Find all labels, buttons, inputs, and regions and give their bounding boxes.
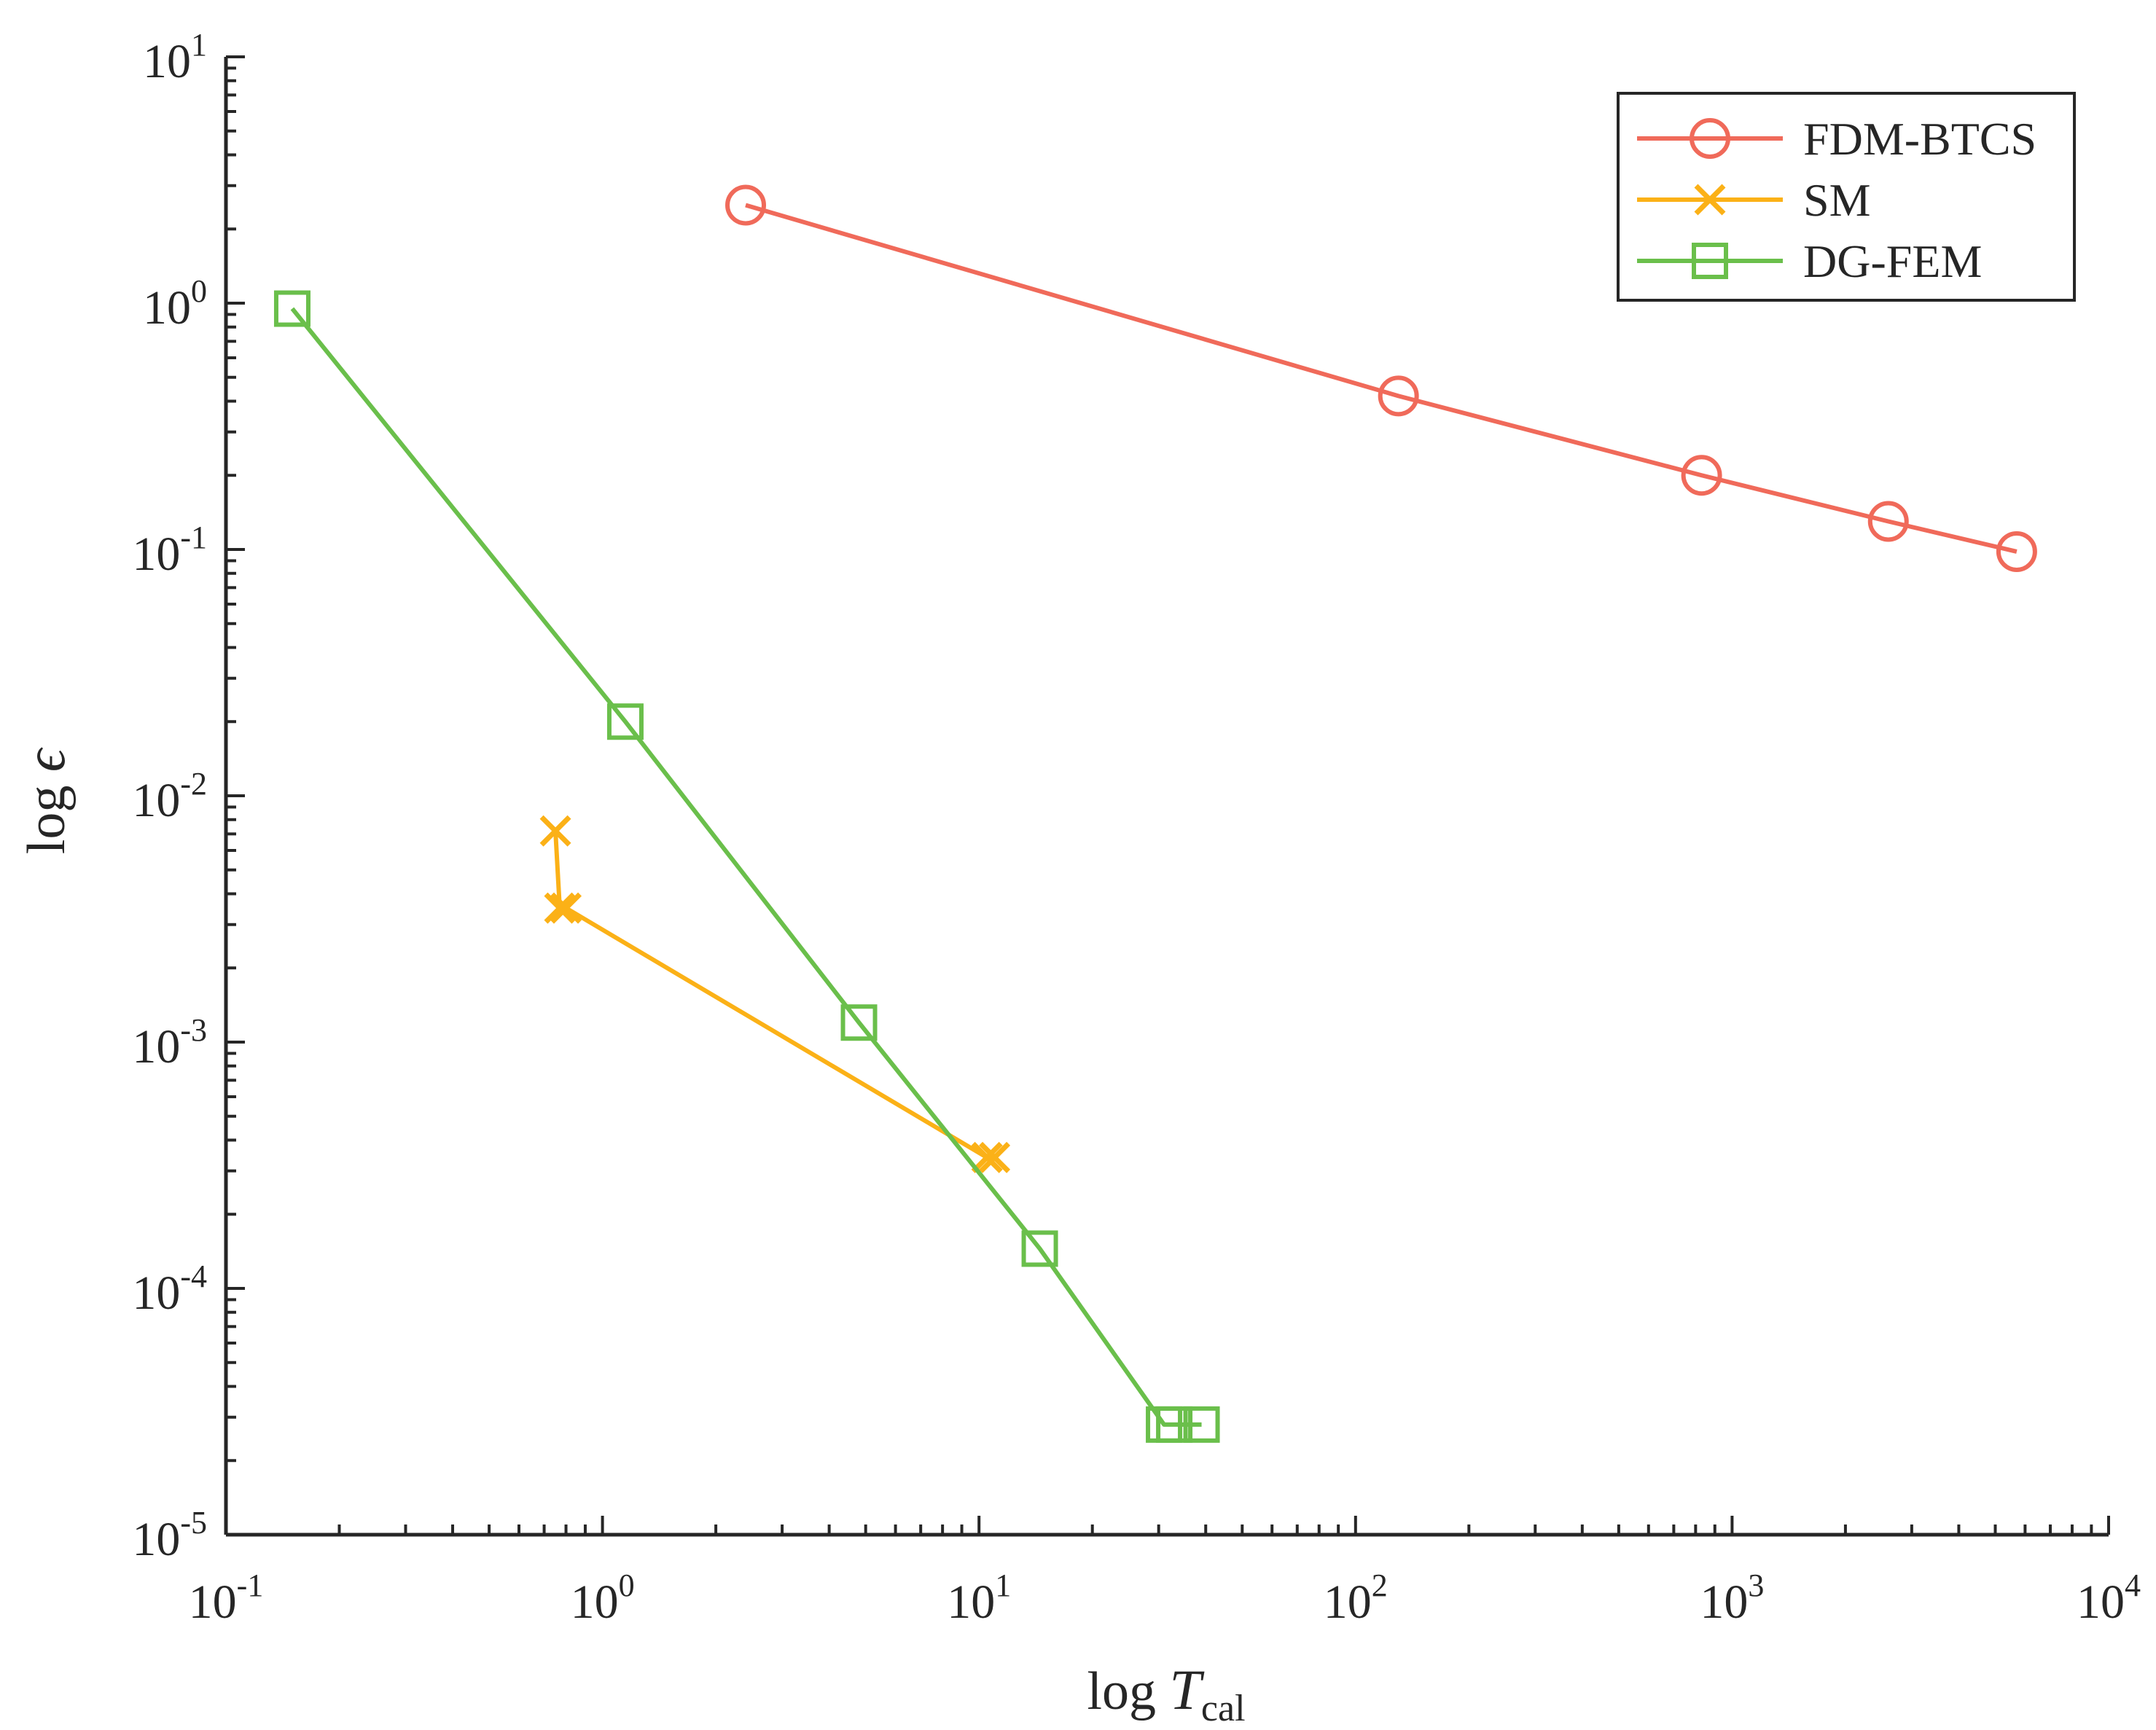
- data-point-dg-fem: [606, 703, 644, 740]
- x-tick-label: 104: [2077, 1567, 2141, 1629]
- data-point-dg-fem: [1183, 1406, 1220, 1443]
- y-tick-label: 10-5: [132, 1505, 207, 1566]
- legend-label-dg-fem: DG-FEM: [1803, 235, 1982, 287]
- legend-item-fdm-btcs: FDM-BTCS: [1637, 113, 2036, 165]
- legend-item-dg-fem: DG-FEM: [1637, 235, 1982, 287]
- x-tick-label: 103: [1700, 1567, 1764, 1629]
- data-point-sm: [979, 1141, 1011, 1173]
- data-point-dg-fem: [1156, 1406, 1193, 1443]
- data-point-sm: [539, 815, 571, 847]
- legend-marker-dg-fem: [1692, 243, 1728, 279]
- x-tick-label: 100: [571, 1567, 635, 1629]
- x-tick-label: 102: [1324, 1567, 1388, 1629]
- data-point-sm-stroke: [550, 892, 582, 924]
- data-point-sm: [971, 1141, 1003, 1173]
- data-point-fdm-btcs: [725, 184, 767, 226]
- series-layer: [273, 184, 2037, 1443]
- series-fdm-btcs: [725, 184, 2037, 572]
- data-point-sm-stroke: [544, 892, 576, 924]
- series-dg-fem: [273, 290, 1220, 1443]
- legend-label-fdm-btcs: FDM-BTCS: [1803, 113, 2036, 165]
- data-point-sm-stroke: [971, 1141, 1003, 1173]
- x-tick-label: 101: [947, 1567, 1011, 1629]
- data-point-sm-stroke: [539, 815, 571, 847]
- x-axis-label: log Tcal: [1087, 1658, 1245, 1729]
- x-major-ticks: 10-1 100 101 102 103 104: [189, 1516, 2141, 1629]
- y-tick-label: 10-2: [132, 766, 207, 827]
- data-point-fdm-btcs: [1996, 531, 2037, 572]
- legend-marker-fdm-btcs: [1690, 118, 1730, 159]
- legend-marker-sm-stroke: [1694, 184, 1726, 216]
- y-tick-label: 101: [143, 27, 207, 88]
- data-point-sm: [550, 892, 582, 924]
- data-point-sm-stroke: [979, 1141, 1011, 1173]
- series-line-dg-fem: [290, 307, 1202, 1427]
- y-major-ticks: 10-5 10-4 10-3 10-2 10-1 100 101: [132, 27, 245, 1566]
- series-line-fdm-btcs: [745, 203, 2018, 554]
- legend-items: FDM-BTCS SM DG-FEM: [1637, 113, 2036, 287]
- x-tick-label: 10-1: [189, 1567, 264, 1629]
- y-tick-label: 10-4: [132, 1259, 207, 1320]
- series-sm: [539, 815, 1011, 1173]
- data-point-dg-fem: [1021, 1230, 1058, 1267]
- legend: FDM-BTCS SM DG-FEM: [1617, 92, 2076, 302]
- y-tick-label: 10-1: [132, 520, 207, 581]
- legend-label-sm: SM: [1803, 174, 1871, 226]
- legend-item-sm: SM: [1637, 174, 1871, 226]
- data-point-fdm-btcs: [1378, 375, 1419, 417]
- data-point-fdm-btcs: [1867, 501, 1909, 542]
- y-tick-label: 10-3: [132, 1012, 207, 1073]
- data-point-sm: [544, 892, 576, 924]
- y-tick-label: 100: [143, 273, 207, 334]
- data-point-fdm-btcs: [1681, 455, 1722, 496]
- legend-marker-sm: [1694, 184, 1726, 216]
- data-point-dg-fem: [273, 290, 310, 327]
- data-point-dg-fem: [840, 1004, 878, 1041]
- y-axis-label: log ϵ: [13, 747, 77, 854]
